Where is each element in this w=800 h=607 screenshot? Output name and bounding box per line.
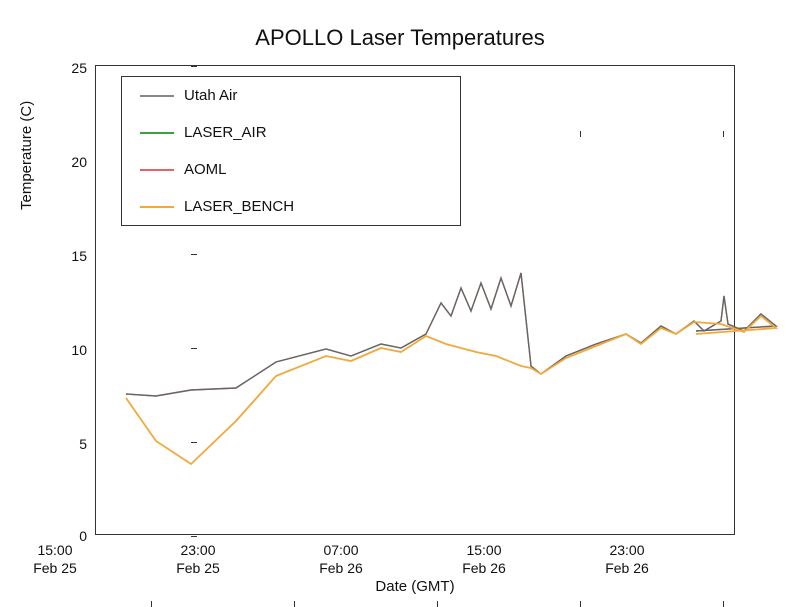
- x-tick-4: [580, 601, 581, 607]
- y-tick-label-20: 20: [55, 154, 87, 170]
- y-tick-label-25: 25: [55, 60, 87, 76]
- legend-item-utah-air: Utah Air: [122, 77, 460, 114]
- legend-label-utah-air: Utah Air: [184, 87, 237, 104]
- series-utah-air: [126, 273, 776, 396]
- legend-swatch-aoml: [140, 169, 174, 171]
- y-tick-label-5: 5: [55, 436, 87, 452]
- legend-box: Utah Air LASER_AIR AOML LASER_BENCH: [121, 76, 461, 226]
- y-tick-label-15: 15: [55, 248, 87, 264]
- y-tick-5: [191, 536, 197, 537]
- series-laser-bench: [126, 316, 776, 464]
- x-tick-label-4: 15:00 Feb 26: [439, 542, 529, 576]
- legend-label-laser-air: LASER_AIR: [184, 124, 267, 141]
- legend-swatch-laser-air: [140, 132, 174, 134]
- chart-title: APOLLO Laser Temperatures: [0, 25, 800, 51]
- x-tick-label-2: 23:00 Feb 25: [153, 542, 243, 576]
- legend-item-laser-air: LASER_AIR: [122, 114, 460, 151]
- y-tick-label-10: 10: [55, 342, 87, 358]
- x-tick-3: [437, 601, 438, 607]
- x-tick-label-1: 15:00 Feb 25: [10, 542, 100, 576]
- x-tick-2: [294, 601, 295, 607]
- legend-item-aoml: AOML: [122, 151, 460, 188]
- x-tick-label-5: 23:00 Feb 26: [582, 542, 672, 576]
- legend-label-laser-bench: LASER_BENCH: [184, 198, 294, 215]
- series-laser-air: [126, 273, 776, 396]
- x-tick-1: [151, 601, 152, 607]
- series-aoml: [126, 273, 776, 396]
- plot-area: Utah Air LASER_AIR AOML LASER_BENCH: [95, 65, 735, 535]
- x-axis-label: Date (GMT): [95, 578, 735, 595]
- x-tick-5: [723, 601, 724, 607]
- x-tick-label-3: 07:00 Feb 26: [296, 542, 386, 576]
- legend-label-aoml: AOML: [184, 161, 227, 178]
- y-axis-label: Temperature (C): [18, 10, 35, 210]
- legend-swatch-utah-air: [140, 95, 174, 97]
- legend-item-laser-bench: LASER_BENCH: [122, 188, 460, 225]
- legend-swatch-laser-bench: [140, 206, 174, 208]
